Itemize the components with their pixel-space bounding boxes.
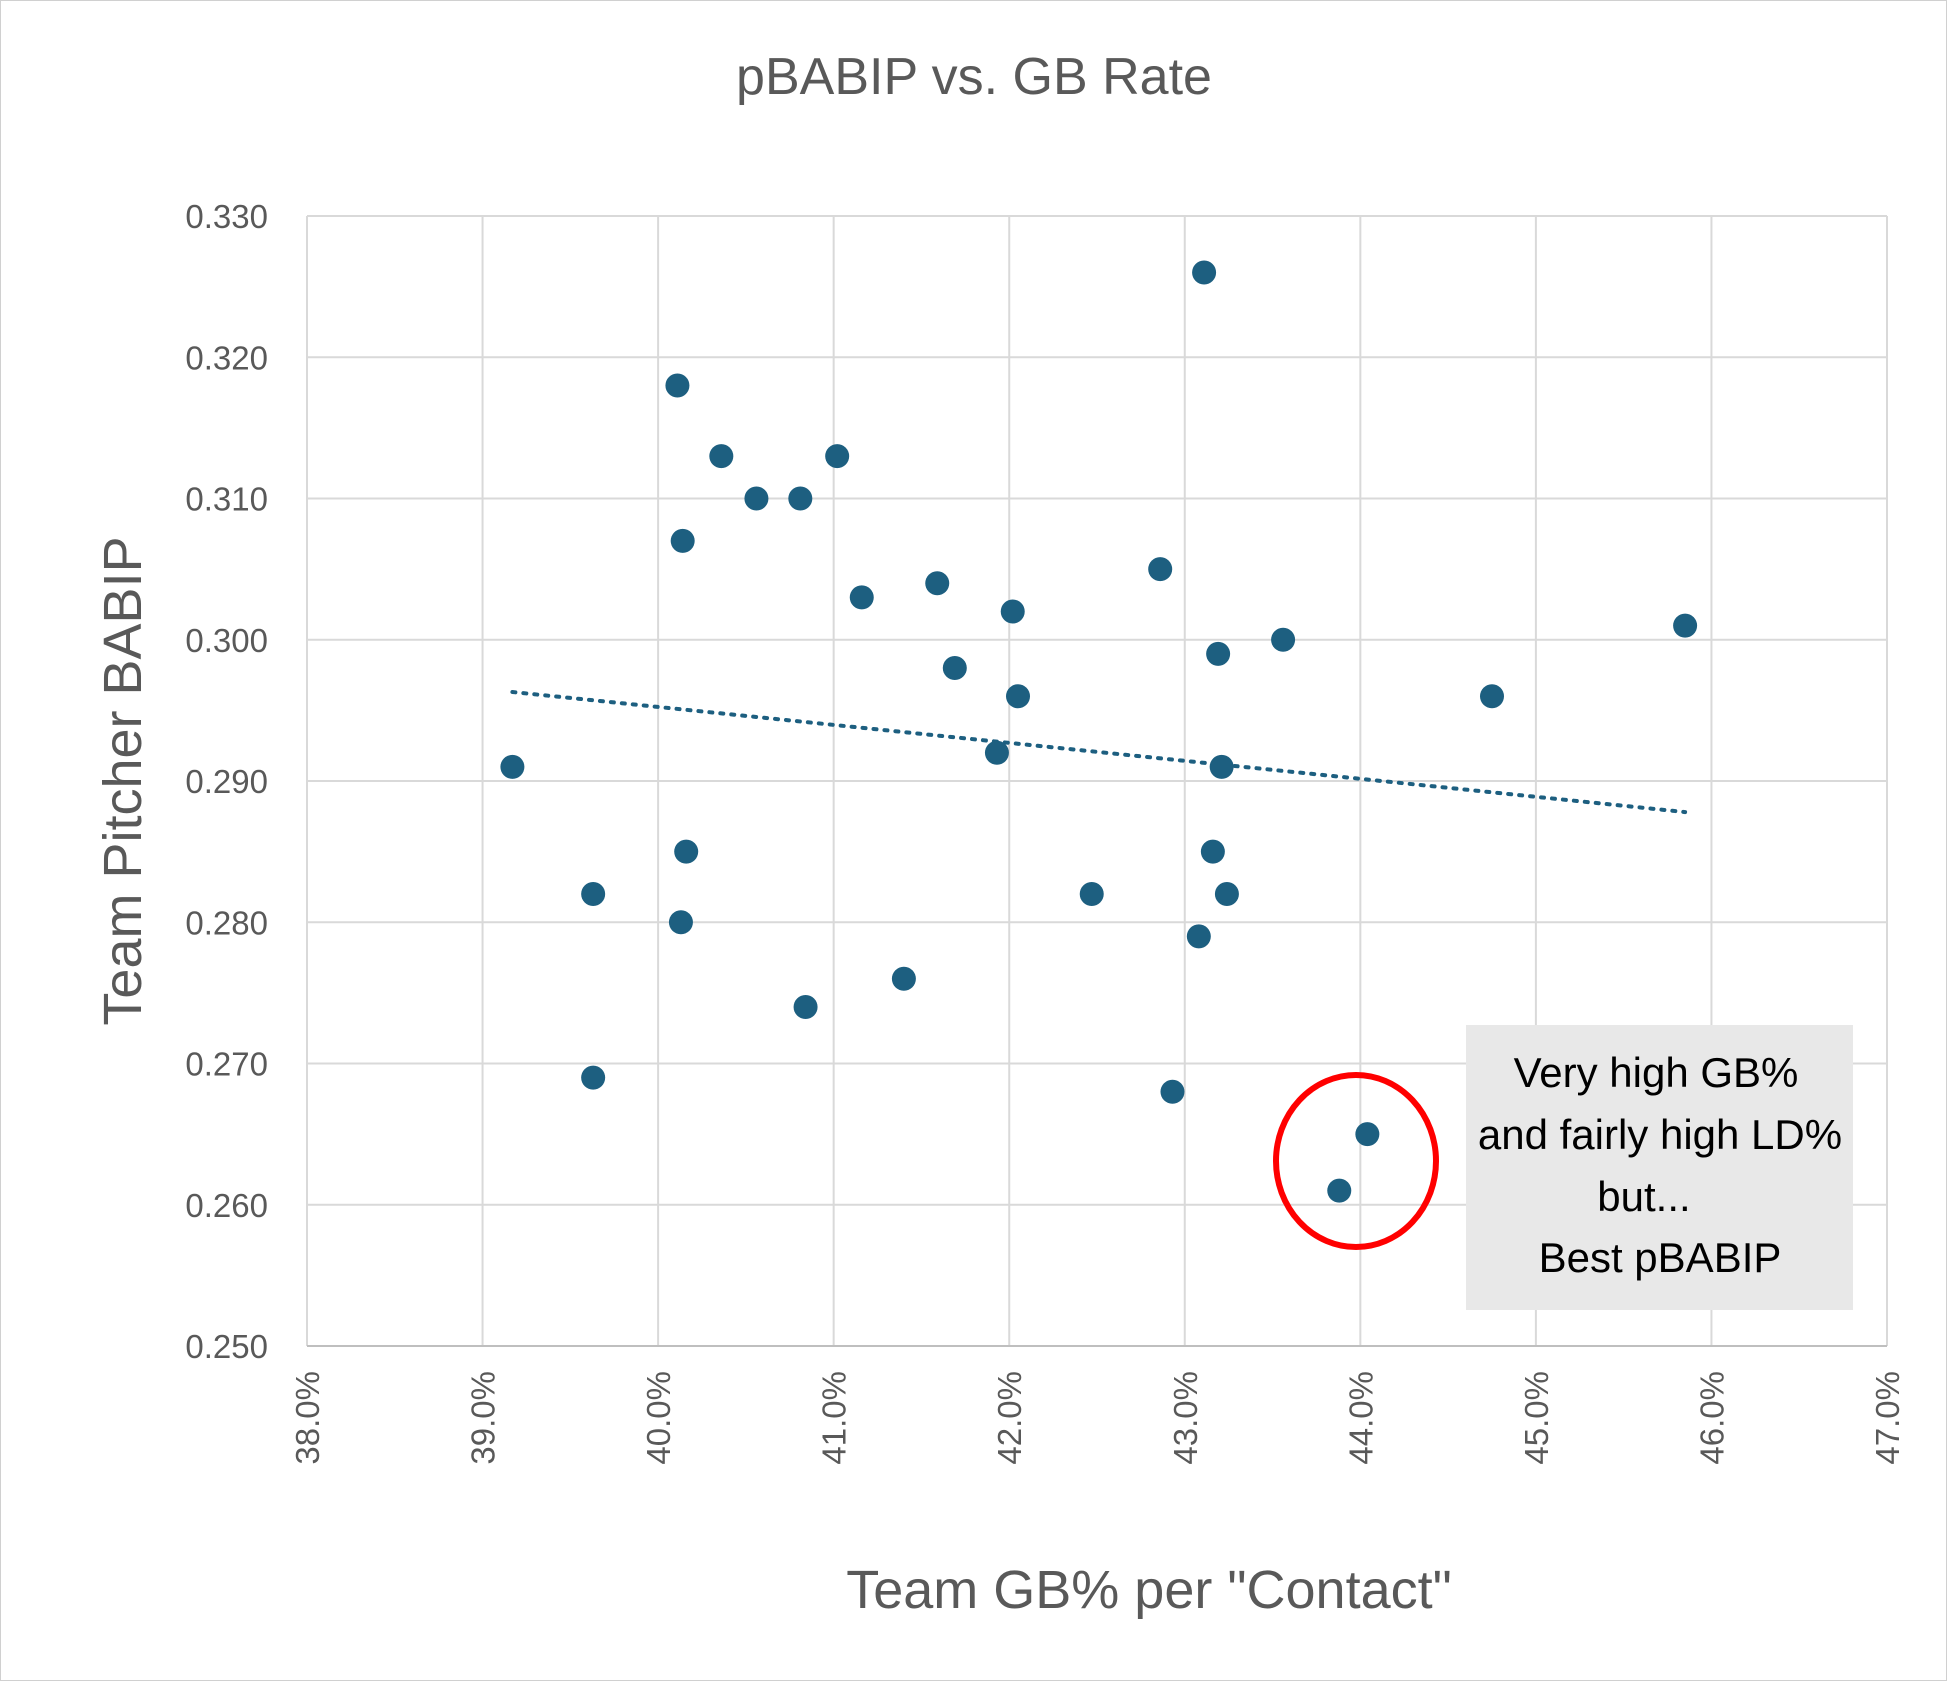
data-point [849, 585, 874, 610]
data-point [1192, 260, 1217, 285]
annotation-line: and fairly high LD% [1478, 1111, 1842, 1158]
data-point [942, 656, 967, 680]
annotation-box [1466, 1025, 1853, 1310]
data-point [668, 910, 693, 935]
data-point [674, 839, 699, 864]
y-tick-label: 0.280 [185, 904, 268, 941]
data-point [793, 995, 818, 1019]
x-tick-label: 46.0% [1693, 1371, 1730, 1465]
annotation: Very high GB% and fairly high LD% but...… [1273, 1025, 1853, 1310]
data-point [1355, 1122, 1380, 1147]
y-tick-label: 0.270 [185, 1046, 268, 1083]
y-tick-label: 0.250 [185, 1328, 268, 1365]
data-point [1327, 1178, 1352, 1203]
y-tick-label: 0.320 [185, 339, 268, 376]
y-axis-title: Team Pitcher BABIP [93, 536, 153, 1025]
data-point [744, 486, 769, 511]
data-point [1271, 627, 1296, 652]
data-point [1186, 924, 1211, 949]
trendline-layer [510, 690, 1688, 815]
highlight-circle [1273, 1072, 1439, 1250]
x-tick-label: 39.0% [465, 1371, 502, 1465]
y-tick-label: 0.260 [185, 1187, 268, 1224]
data-point [670, 528, 695, 553]
data-point [1214, 882, 1239, 906]
x-axis-title: Team GB% per "Contact" [846, 1560, 1452, 1620]
data-point [788, 486, 813, 511]
data-point [1209, 754, 1234, 779]
y-tick-label: 0.300 [185, 622, 268, 659]
x-tick-label: 44.0% [1342, 1371, 1379, 1465]
x-tick-label: 40.0% [640, 1371, 677, 1465]
data-point [665, 373, 690, 398]
data-point [1079, 882, 1104, 906]
x-tick-label: 42.0% [991, 1371, 1028, 1465]
gridlines [306, 215, 1888, 1347]
x-tick-labels: 38.0% 39.0% 40.0% 41.0% 42.0% 43.0% 44.0% 45.0%… [289, 1371, 1906, 1465]
y-tick-label: 0.310 [185, 481, 268, 518]
y-tick-label: 0.330 [185, 198, 268, 235]
data-point [984, 740, 1009, 765]
y-tick-labels: 0.330 0.320 0.310 0.300 0.290 0.280 0.270 0.260… [185, 198, 268, 1365]
annotation-line: Very high GB% [1514, 1049, 1799, 1096]
x-tick-label: 43.0% [1167, 1371, 1204, 1465]
x-tick-label: 38.0% [289, 1371, 326, 1465]
data-point [1673, 613, 1698, 638]
trendline [510, 690, 1688, 815]
data-point [581, 882, 606, 906]
x-tick-label: 47.0% [1869, 1371, 1906, 1465]
data-point [500, 754, 525, 779]
data-point [1480, 684, 1504, 709]
data-point [925, 571, 950, 596]
data-point [891, 966, 916, 991]
x-tick-label: 41.0% [816, 1371, 853, 1465]
x-tick-label: 45.0% [1518, 1371, 1555, 1465]
annotation-line: Best pBABIP [1539, 1234, 1782, 1281]
y-tick-label: 0.290 [185, 763, 268, 800]
chart-title: pBABIP vs. GB Rate [736, 48, 1212, 106]
data-point [825, 444, 850, 469]
data-point [1006, 684, 1030, 709]
data-point [1206, 641, 1231, 666]
data-point [1148, 557, 1173, 582]
annotation-line: but... [1597, 1173, 1690, 1220]
data-points [500, 260, 1698, 1203]
data-point [1160, 1079, 1185, 1104]
data-point [709, 444, 734, 469]
data-point [1200, 839, 1225, 864]
data-point [581, 1065, 606, 1090]
data-point [1000, 599, 1025, 624]
